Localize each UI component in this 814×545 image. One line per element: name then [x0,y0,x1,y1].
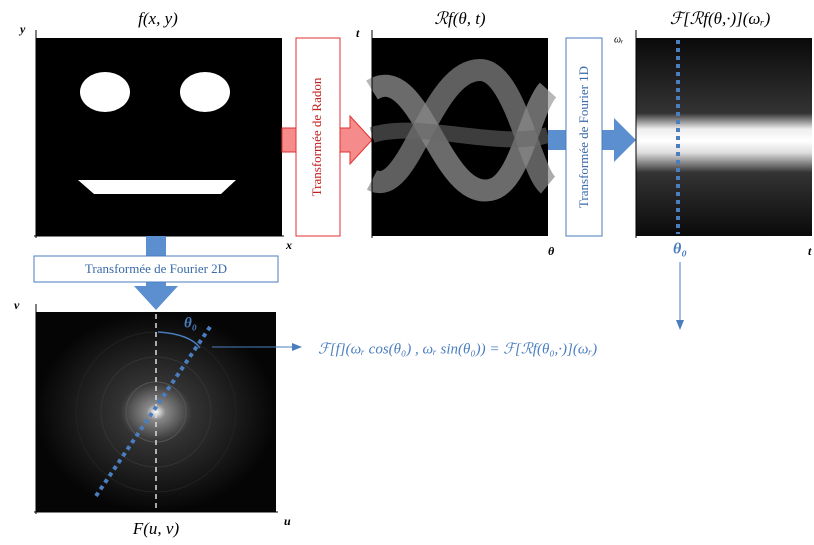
axis-label: u [284,514,291,528]
transform-label: Transformée de Radon [309,77,324,196]
title: ℛf(θ, t) [434,9,486,28]
title: ℱ[ℛf(θ,·)](ωᵣ) [670,9,771,28]
image [636,38,812,236]
transform-label: Transformée de Fourier 1D [576,66,591,208]
fourier-2d-panel: θ₀ F(u, v) v u [14,298,302,538]
eye [180,72,230,112]
axis-label: t [808,244,812,258]
radon-panel: ℛf(θ, t) t θ [356,9,555,258]
diagram: f(x, y) y x Transformée de Radon ℛf(θ, t… [0,0,814,540]
angle-label: θ₀ [184,315,197,331]
axis-label: t [356,26,360,40]
axis-label: y [18,22,26,36]
title: F(u, v) [132,519,180,538]
title: f(x, y) [138,9,178,28]
formula: ℱ[f](ωᵣ cos(θ₀) , ωᵣ sin(θ₀)) = ℱ[ℛf(θ₀,… [318,341,597,357]
spatial-panel: f(x, y) y x [18,9,292,252]
fourier-1d-arrow: Transformée de Fourier 1D [548,38,636,236]
fourier-1d-panel: ℱ[ℛf(θ,·)](ωᵣ) ωᵣ t θ₀ [614,9,812,330]
mouth [78,180,236,194]
sinogram-band [372,131,548,140]
axis-label: x [285,238,292,252]
arrowhead [292,343,302,351]
fourier-2d-arrow: Transformée de Fourier 2D [34,236,278,310]
arrow [134,286,178,310]
transform-label: Transformée de Fourier 2D [85,261,227,276]
eye [80,72,130,112]
marker-label: θ₀ [673,241,687,258]
axis-label: v [14,298,20,312]
axis-label: ωᵣ [614,34,624,45]
axis-label: θ [548,244,555,258]
image [36,38,282,236]
arrowhead [676,320,684,330]
radon-arrow: Transformée de Radon [282,38,372,236]
